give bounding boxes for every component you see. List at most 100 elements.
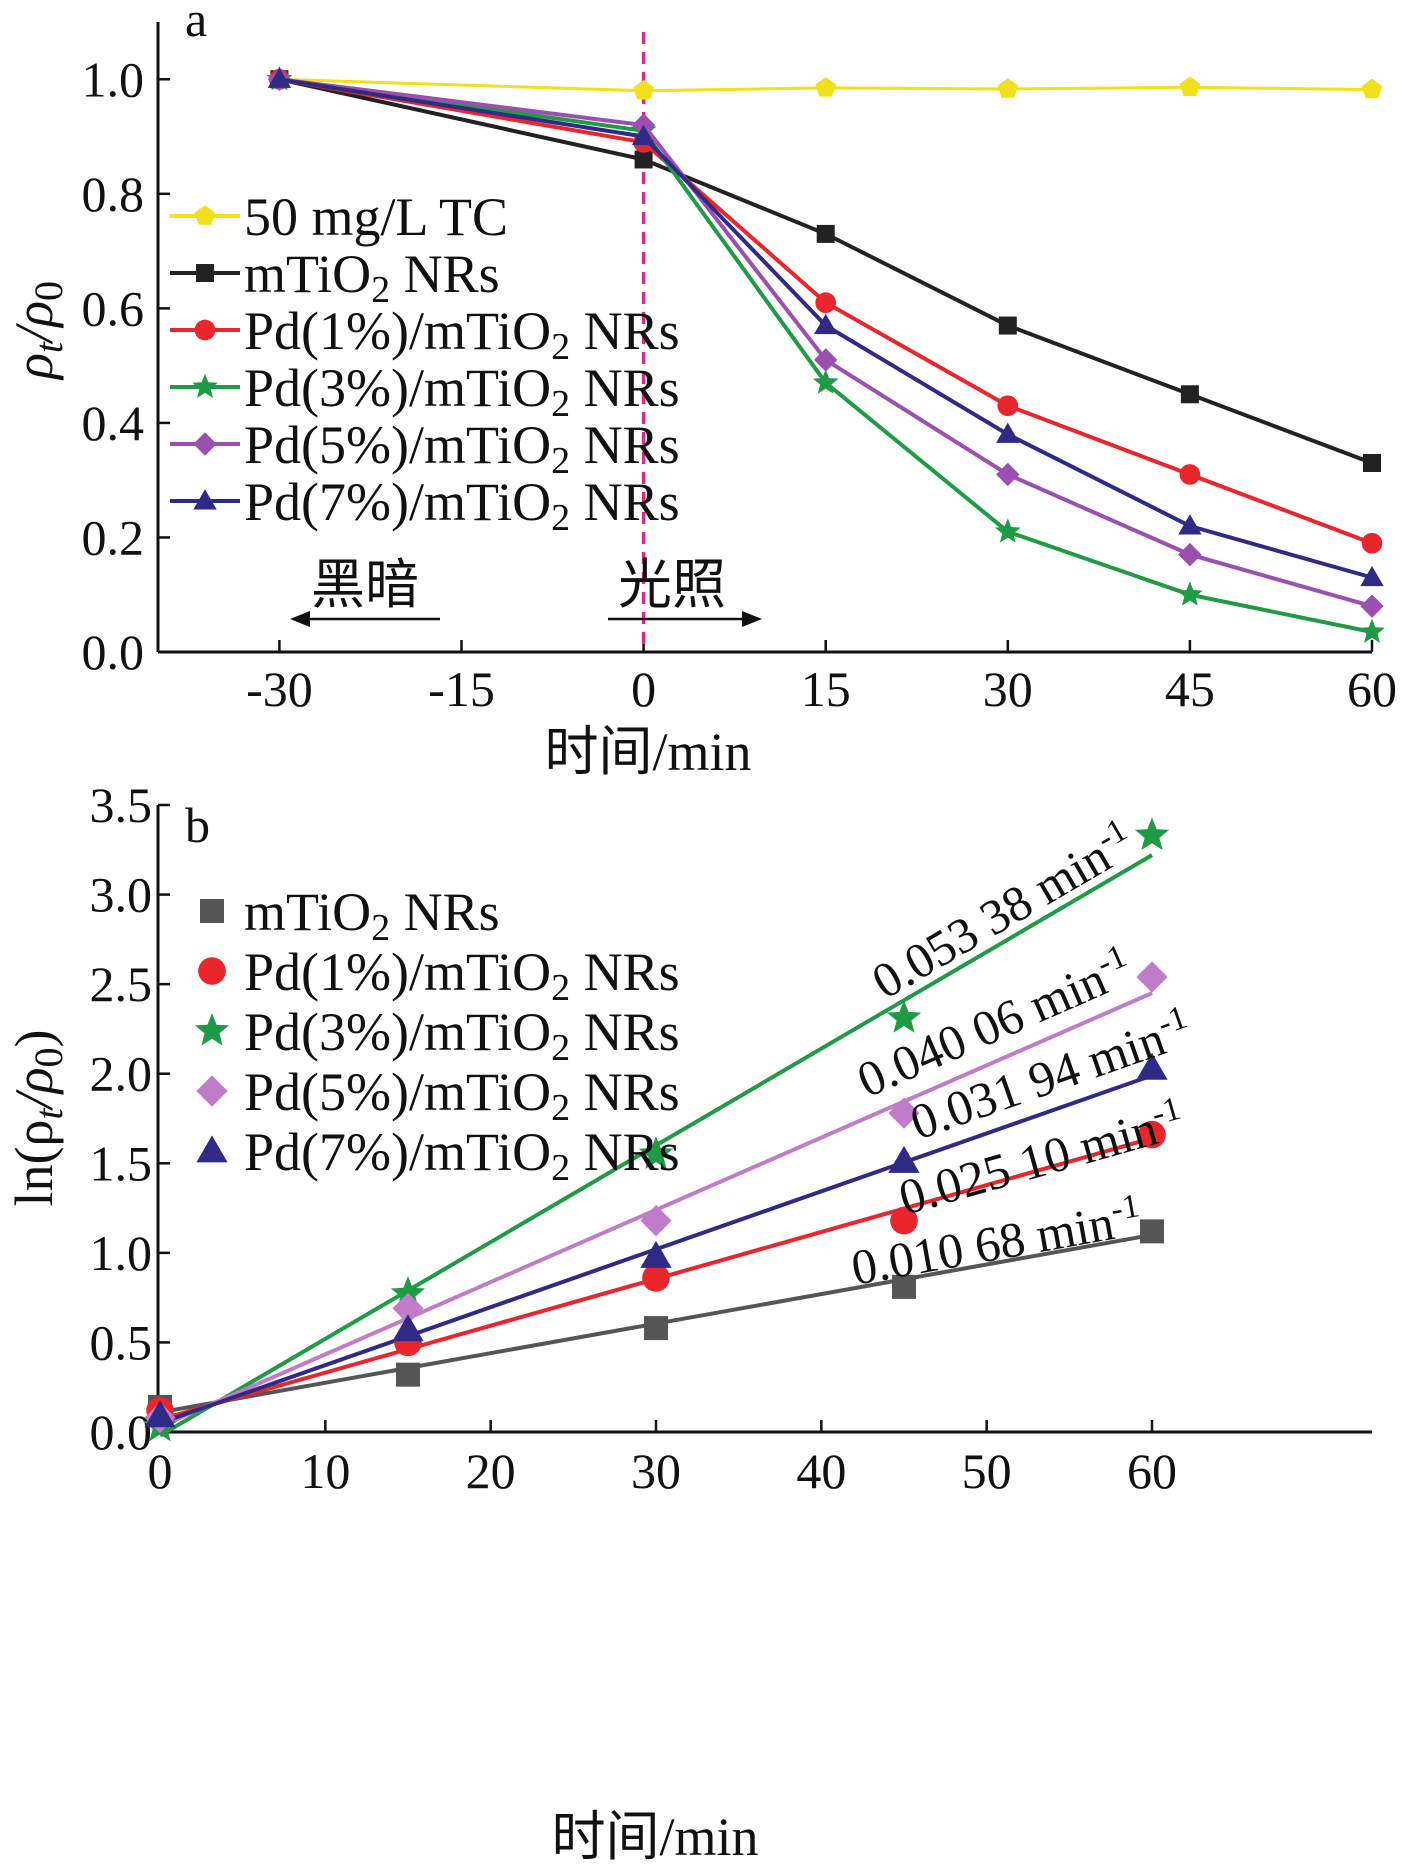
data-point [392,1314,424,1342]
data-point [1134,817,1170,850]
series-line [279,77,1373,546]
y-tick-label: 3.0 [90,867,153,923]
x-tick-label: 10 [300,1443,350,1499]
data-point [392,1292,424,1324]
light-arrow-head [742,611,762,627]
legend-label-main: Pd(1%)/mTiO [244,301,551,361]
legend-label-subscript: 2 [551,383,570,425]
axis-title-part: ) [4,1030,64,1048]
data-point [997,395,1019,417]
data-point [1138,1120,1166,1149]
x-tick-label: -30 [246,661,313,717]
x-tick-label: 30 [983,661,1033,717]
panel-label: b [185,797,210,853]
data-point [996,422,1020,443]
y-tick-label: 1.0 [82,51,145,107]
axis-title-part: 0 [26,1048,71,1068]
legend-label-tail: NRs [570,358,680,418]
legend-label-subscript: 2 [371,907,390,949]
y-tick-label: 0.4 [82,395,145,451]
legend-label: Pd(5%)/mTiO2 NRs [244,1062,680,1129]
dark-label: 黑暗 [311,555,419,615]
data-point [1178,514,1202,535]
data-point [997,78,1019,98]
y-tick-label: 2.0 [90,1046,153,1102]
legend-label-main: Pd(7%)/mTiO [244,472,551,532]
y-tick-label: 0.2 [82,509,145,565]
data-point [267,67,292,88]
legend-label-subscript: 2 [551,1147,570,1189]
legend-label-main: 50 mg/L TC [244,187,508,247]
x-tick-label: 15 [801,661,851,717]
legend-label-main: Pd(1%)/mTiO [244,942,551,1002]
y-axis-title: ρt/ρ0 [4,281,71,381]
legend-label-main: Pd(5%)/mTiO [244,1062,551,1122]
series-line [279,77,1373,93]
data-point [1136,961,1168,993]
legend-marker [193,432,217,456]
legend-label: mTiO2 NRs [244,882,500,949]
data-point [640,1240,672,1268]
y-tick-label: 0.0 [90,1404,153,1460]
x-tick-label: 30 [631,1443,681,1499]
legend-label-tail: NRs [570,1002,680,1062]
legend-label-tail: NRs [570,415,680,475]
x-axis-title: 时间/min [551,1807,758,1867]
data-point [815,292,837,313]
data-point [1361,532,1383,554]
legend-marker [194,1013,230,1046]
data-point [995,518,1021,543]
data-point [888,1097,920,1129]
legend-marker [193,489,217,510]
data-point [642,1264,670,1292]
series-line [279,77,1373,634]
legend-label-subscript: 2 [551,1087,570,1129]
x-tick-label: 0 [631,661,656,717]
data-point [638,1136,674,1169]
data-point [998,316,1017,335]
legend-marker [200,899,224,923]
data-point [1180,385,1199,404]
data-point [1140,1219,1164,1244]
x-tick-label: -15 [428,661,495,717]
legend-marker [196,264,214,282]
legend-marker [196,1135,228,1163]
legend-label-tail: NRs [390,882,500,942]
legend-label-tail: NRs [570,301,680,361]
light-label: 光照 [618,555,726,615]
legend-label-tail: NRs [570,942,680,1002]
legend-label: 50 mg/L TC [244,187,508,247]
y-tick-label: 2.5 [90,956,153,1012]
x-axis-title: 时间/min [544,722,751,782]
axis-title-part: /ρ [4,1068,64,1112]
data-point [1361,78,1383,99]
legend-label-subscript: 2 [551,497,570,539]
y-tick-label: 0.8 [82,166,145,222]
data-point [890,1206,918,1235]
series-line [279,77,1373,609]
data-point [1178,542,1202,567]
data-point [815,77,836,97]
data-point [1136,1052,1168,1080]
panel-b: 0.00.51.01.52.02.53.03.50 10 20 30 40 50 60时间/… [4,777,1372,1867]
data-point [396,1362,420,1387]
data-point [144,1400,176,1428]
data-point [1177,581,1203,606]
axis-title-part: /ρ [4,301,64,345]
data-point [390,1276,426,1309]
y-tick-label: 0.6 [82,280,145,336]
legend-label-subscript: 2 [551,326,570,368]
legend-label-tail: NRs [390,244,500,304]
data-point [816,224,835,243]
legend-label-main: mTiO [244,882,371,942]
legend-label-main: Pd(7%)/mTiO [244,1122,551,1182]
legend-label-main: Pd(5%)/mTiO [244,415,551,475]
legend-marker [196,1075,228,1107]
x-tick-label: 45 [1165,661,1215,717]
series-line [278,77,1373,465]
x-tick-label: 50 [962,1443,1012,1499]
rate-label-value: 0.010 68 min [847,1194,1118,1296]
axis-title-part: 0 [26,281,71,301]
data-point [634,150,653,169]
